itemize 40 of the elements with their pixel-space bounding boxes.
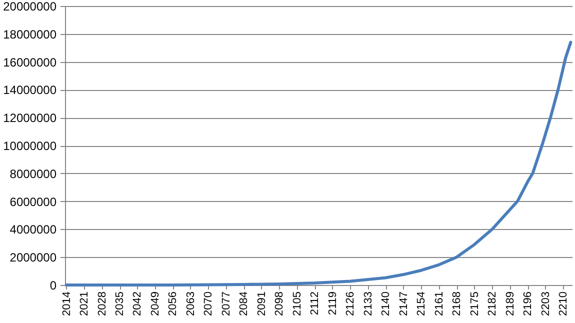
y-tick-label: 8000000 bbox=[10, 166, 57, 181]
x-tick-label: 2098 bbox=[274, 292, 286, 316]
x-tick-label: 2077 bbox=[220, 292, 232, 316]
y-tick-label: 16000000 bbox=[3, 55, 57, 70]
x-tick-label: 2042 bbox=[132, 292, 144, 316]
x-tick-label: 2119 bbox=[326, 292, 339, 316]
x-tick-label: 2189 bbox=[504, 292, 516, 316]
x-tick-label: 2133 bbox=[362, 292, 374, 316]
y-tick-label: 2000000 bbox=[10, 250, 57, 265]
x-tick-label: 2028 bbox=[96, 292, 108, 316]
x-tick-label: 2056 bbox=[167, 292, 180, 316]
x-tick-label: 2070 bbox=[202, 292, 215, 316]
x-tick-label: 2175 bbox=[468, 292, 481, 316]
y-tick-label: 10000000 bbox=[3, 139, 57, 153]
y-tick-label: 14000000 bbox=[3, 83, 57, 98]
x-tick-label: 2035 bbox=[114, 292, 126, 316]
x-tick-label: 2210 bbox=[558, 292, 570, 316]
x-tick-label: 2182 bbox=[486, 292, 499, 316]
x-tick-label: 2154 bbox=[416, 292, 428, 316]
x-tick-label: 2168 bbox=[451, 292, 464, 316]
x-tick-label: 2147 bbox=[398, 292, 410, 316]
x-tick-label: 2091 bbox=[256, 292, 268, 316]
y-tick-label: 0 bbox=[50, 278, 57, 292]
x-tick-label: 2014 bbox=[60, 292, 73, 316]
x-tick-label: 2196 bbox=[522, 292, 534, 316]
x-tick-label: 2203 bbox=[540, 292, 552, 316]
x-tick-label: 2021 bbox=[78, 292, 91, 316]
x-tick-label: 2105 bbox=[291, 292, 304, 316]
x-tick-label: 2126 bbox=[344, 292, 357, 316]
x-tick-label: 2161 bbox=[433, 292, 446, 316]
x-tick-label: 2084 bbox=[238, 292, 250, 316]
y-tick-label: 18000000 bbox=[3, 27, 57, 42]
y-tick-label: 12000000 bbox=[3, 111, 57, 126]
x-tick-label: 2140 bbox=[380, 292, 392, 316]
y-tick-label: 4000000 bbox=[10, 222, 57, 237]
x-tick-label: 2063 bbox=[184, 292, 197, 316]
y-tick-label: 20000000 bbox=[3, 0, 57, 14]
x-tick-label: 2112 bbox=[309, 292, 322, 316]
y-tick-label: 6000000 bbox=[10, 194, 57, 209]
x-tick-label: 2049 bbox=[149, 292, 162, 316]
